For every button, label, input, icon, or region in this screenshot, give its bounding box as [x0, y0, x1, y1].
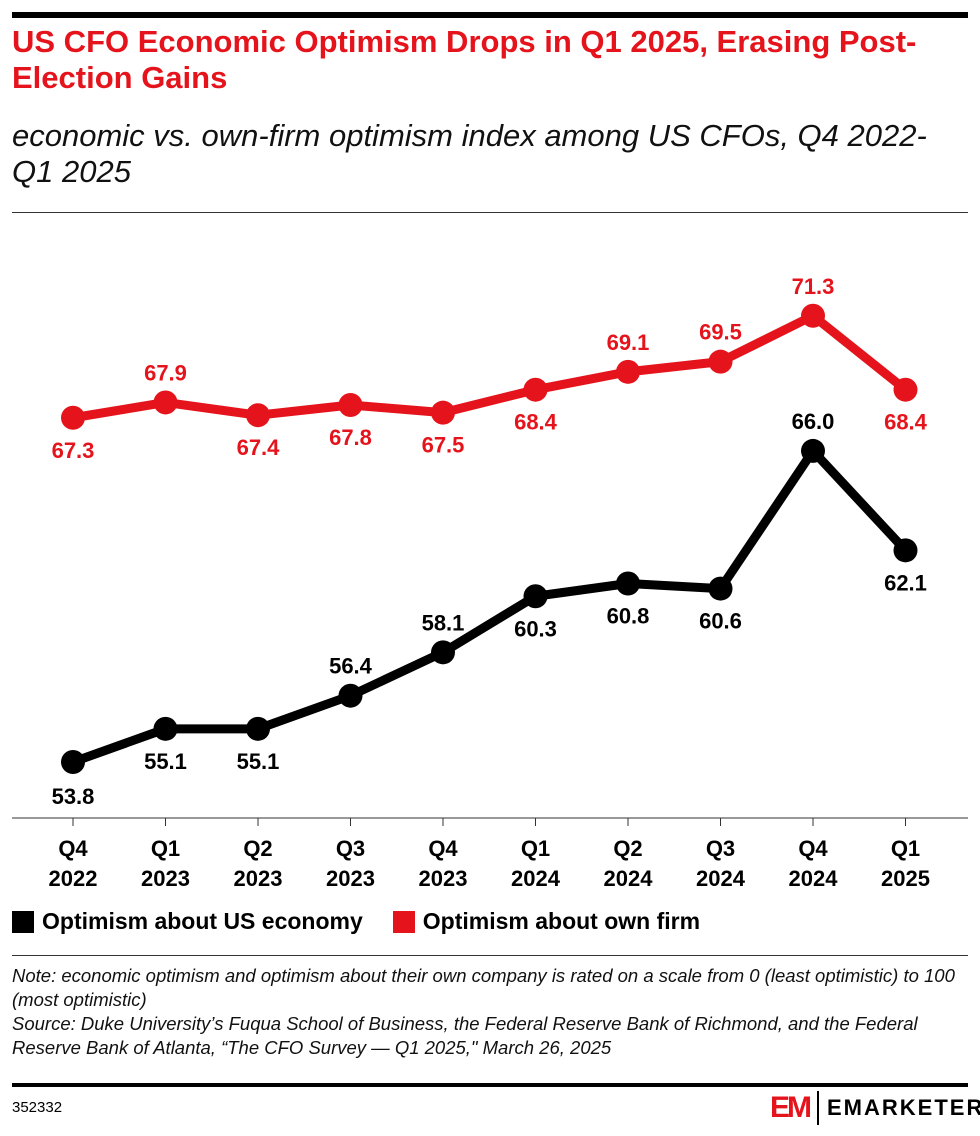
data-point [61, 405, 85, 430]
series-line [72, 311, 909, 423]
source-text: Source: Duke University’s Fuqua School o… [12, 1013, 918, 1058]
chart-id: 352332 [12, 1099, 63, 1116]
data-label: 69.1 [607, 330, 650, 355]
data-label: 55.1 [237, 749, 280, 774]
data-label: 66.0 [792, 409, 835, 434]
x-tick-label: Q1 [891, 836, 920, 861]
logo-mark: EM [770, 1091, 812, 1124]
data-label: 67.4 [237, 435, 281, 460]
data-point [153, 716, 178, 741]
data-point [246, 716, 270, 741]
data-label: 67.8 [329, 425, 372, 450]
footnote: Note: economic optimism and optimism abo… [12, 964, 972, 1060]
data-point [893, 377, 918, 402]
legend-item-own-firm: Optimism about own firm [392, 908, 701, 935]
divider [12, 955, 968, 956]
data-label: 68.4 [884, 410, 928, 435]
data-point [431, 400, 455, 425]
data-label: 60.3 [514, 616, 557, 641]
x-tick-label: 2023 [141, 866, 190, 891]
x-tick-label: Q1 [521, 836, 550, 861]
footer-bar [12, 1083, 968, 1087]
x-tick-label: 2025 [881, 866, 930, 891]
top-bar [12, 12, 968, 18]
data-label: 69.5 [699, 320, 742, 345]
data-label: 56.4 [329, 654, 373, 679]
x-tick-label: Q4 [58, 836, 88, 861]
legend-swatch [12, 910, 34, 933]
x-tick-label: 2024 [604, 866, 654, 891]
x-tick-label: Q4 [428, 836, 458, 861]
note-text: Note: economic optimism and optimism abo… [12, 965, 955, 1010]
legend: Optimism about US economy Optimism about… [12, 908, 700, 935]
legend-label: Optimism about own firm [422, 908, 701, 934]
divider [12, 212, 968, 213]
data-point [801, 303, 825, 328]
legend-item-economy: Optimism about US economy [12, 908, 363, 935]
data-point [708, 576, 733, 601]
chart-title: US CFO Economic Optimism Drops in Q1 202… [12, 24, 917, 95]
x-tick-label: Q4 [798, 836, 828, 861]
x-tick-label: Q3 [706, 836, 735, 861]
data-point [153, 390, 178, 415]
x-tick-label: 2023 [419, 866, 468, 891]
x-tick-label: Q1 [151, 836, 180, 861]
data-label: 58.1 [422, 610, 465, 635]
x-tick-label: 2024 [789, 866, 839, 891]
emarketer-logo: EM EMARKETER [770, 1091, 980, 1125]
data-point [616, 359, 640, 384]
x-tick-label: Q3 [336, 836, 365, 861]
data-label: 67.9 [144, 360, 187, 385]
data-point [431, 640, 455, 665]
data-label: 62.1 [884, 570, 927, 595]
data-point [338, 683, 363, 708]
logo-name: EMARKETER [827, 1095, 980, 1120]
series-line [71, 446, 909, 767]
data-label: 53.8 [52, 784, 95, 809]
data-point [523, 584, 548, 609]
chart-subtitle: economic vs. own-firm optimism index amo… [12, 118, 927, 189]
x-tick-label: 2024 [511, 866, 561, 891]
data-label: 68.4 [514, 410, 558, 435]
data-point [61, 750, 85, 774]
data-label: 60.6 [699, 609, 742, 634]
data-point [616, 571, 640, 596]
x-tick-label: Q2 [613, 836, 642, 861]
x-tick-label: 2023 [234, 866, 283, 891]
legend-swatch [392, 910, 415, 933]
x-tick-label: 2023 [326, 866, 375, 891]
data-label: 67.5 [422, 433, 465, 458]
data-point [523, 377, 548, 402]
line-chart: Q4 2022 Q1 2023 Q2 2023 Q3 2023 Q4 2023 Q1 2024 Q2 20… [12, 274, 968, 891]
data-label: 55.1 [144, 749, 187, 774]
data-point [893, 538, 918, 563]
data-label: 60.8 [607, 604, 650, 629]
x-tick-label: Q2 [243, 836, 272, 861]
data-label: 71.3 [792, 274, 835, 299]
data-point [246, 403, 270, 428]
data-point [338, 393, 363, 417]
data-label: 67.3 [52, 438, 95, 463]
x-tick-label: 2024 [696, 866, 746, 891]
x-tick-label: 2022 [49, 866, 98, 891]
legend-label: Optimism about US economy [42, 908, 363, 934]
data-point [708, 349, 733, 374]
data-point [801, 438, 825, 463]
